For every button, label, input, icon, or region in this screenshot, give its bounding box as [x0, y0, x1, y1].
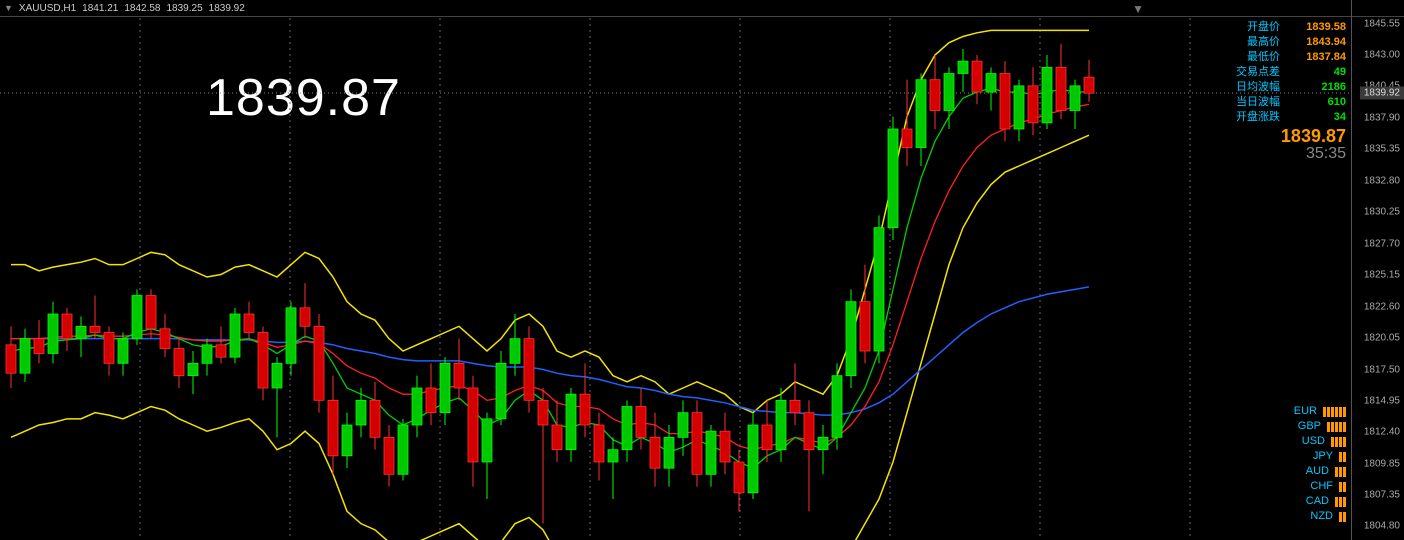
currency-row: USD	[1287, 434, 1346, 449]
info-label: 最低价	[1247, 50, 1280, 65]
strength-bars	[1339, 452, 1346, 462]
info-row: 当日波幅 610	[1236, 95, 1346, 110]
y-tick: 1817.50	[1364, 364, 1400, 375]
currency-row: NZD	[1287, 509, 1346, 524]
info-label: 开盘价	[1247, 20, 1280, 35]
y-tick: 1814.95	[1364, 395, 1400, 406]
info-row: 最低价 1837.84	[1236, 50, 1346, 65]
info-row: 开盘涨跌 34	[1236, 110, 1346, 125]
currency-code: JPY	[1303, 449, 1333, 464]
price-tag: 1839.92	[1360, 86, 1404, 99]
info-row: 开盘价 1839.58	[1236, 20, 1346, 35]
strength-bars	[1331, 437, 1346, 447]
currency-strength-panel: EURGBPUSDJPYAUDCHFCADNZD	[1287, 404, 1346, 524]
info-value: 34	[1290, 110, 1346, 125]
info-label: 交易点差	[1236, 65, 1280, 80]
countdown-timer: 35:35	[1236, 146, 1346, 161]
y-tick: 1843.00	[1364, 50, 1400, 61]
info-label: 日均波幅	[1236, 80, 1280, 95]
info-row: 最高价 1843.94	[1236, 35, 1346, 50]
strength-bars	[1335, 467, 1346, 477]
quote-price: 1839.87	[1236, 129, 1346, 144]
y-tick: 1804.80	[1364, 521, 1400, 532]
currency-code: GBP	[1291, 419, 1321, 434]
currency-row: CHF	[1287, 479, 1346, 494]
info-value: 1843.94	[1290, 35, 1346, 50]
currency-row: JPY	[1287, 449, 1346, 464]
y-tick: 1837.90	[1364, 112, 1400, 123]
info-panel: 开盘价1839.58最高价1843.94最低价1837.84交易点差49日均波幅…	[1236, 20, 1346, 161]
info-label: 开盘涨跌	[1236, 110, 1280, 125]
currency-row: EUR	[1287, 404, 1346, 419]
y-tick: 1845.55	[1364, 18, 1400, 29]
y-tick: 1830.25	[1364, 207, 1400, 218]
info-value: 49	[1290, 65, 1346, 80]
currency-row: GBP	[1287, 419, 1346, 434]
y-tick: 1822.60	[1364, 301, 1400, 312]
y-tick: 1832.80	[1364, 175, 1400, 186]
info-row: 日均波幅 2186	[1236, 80, 1346, 95]
currency-code: NZD	[1303, 509, 1333, 524]
y-tick: 1825.15	[1364, 270, 1400, 281]
info-label: 最高价	[1247, 35, 1280, 50]
chart-root: ▼ XAUUSD,H1 1841.21 1842.58 1839.25 1839…	[0, 0, 1404, 540]
strength-bars	[1339, 512, 1346, 522]
y-tick: 1827.70	[1364, 238, 1400, 249]
currency-row: AUD	[1287, 464, 1346, 479]
currency-code: AUD	[1299, 464, 1329, 479]
info-value: 610	[1290, 95, 1346, 110]
y-tick: 1807.35	[1364, 489, 1400, 500]
currency-code: CAD	[1299, 494, 1329, 509]
strength-bars	[1339, 482, 1346, 492]
currency-code: EUR	[1287, 404, 1317, 419]
strength-bars	[1323, 407, 1346, 417]
strength-bars	[1335, 497, 1346, 507]
candlestick-chart[interactable]	[0, 0, 1352, 540]
currency-row: CAD	[1287, 494, 1346, 509]
y-tick: 1809.85	[1364, 458, 1400, 469]
strength-bars	[1327, 422, 1346, 432]
info-value: 1839.58	[1290, 20, 1346, 35]
info-value: 1837.84	[1290, 50, 1346, 65]
y-tick: 1820.05	[1364, 333, 1400, 344]
y-axis: 1845.551843.001840.451837.901835.351832.…	[1351, 0, 1404, 540]
y-tick: 1812.40	[1364, 427, 1400, 438]
info-value: 2186	[1290, 80, 1346, 95]
currency-code: USD	[1295, 434, 1325, 449]
info-label: 当日波幅	[1236, 95, 1280, 110]
info-row: 交易点差 49	[1236, 65, 1346, 80]
y-tick: 1835.35	[1364, 144, 1400, 155]
currency-code: CHF	[1303, 479, 1333, 494]
